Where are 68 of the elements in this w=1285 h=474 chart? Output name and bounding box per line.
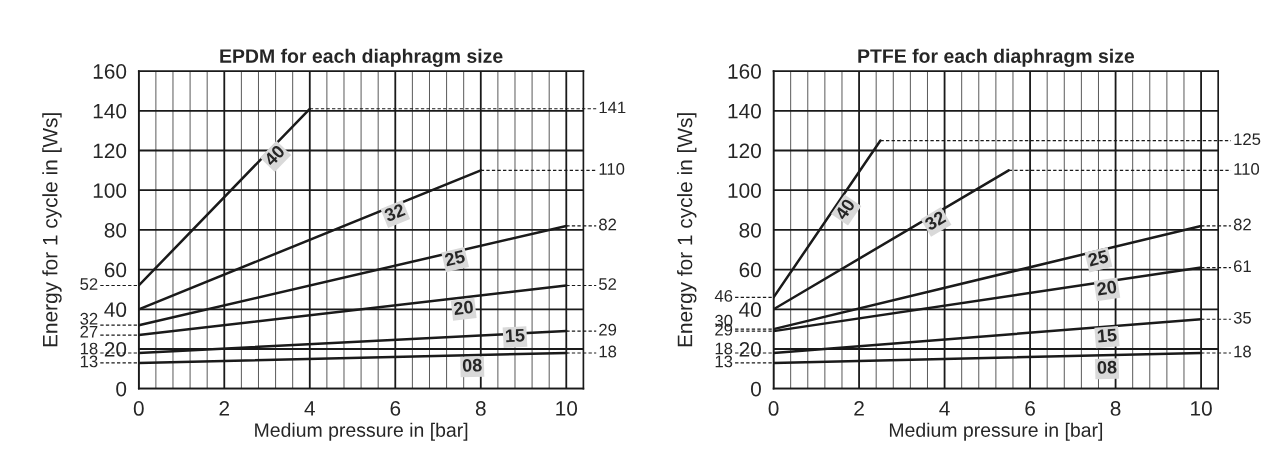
x-tick-label: 2	[854, 401, 864, 416]
annotation: 40	[263, 144, 286, 167]
data-label: 32	[80, 312, 98, 325]
data-label: 18	[80, 342, 98, 355]
x-tick-label: 6	[1025, 401, 1035, 416]
y-tick-label: 140	[728, 103, 761, 119]
annotation: 15	[505, 328, 525, 343]
data-label: 13	[715, 355, 733, 368]
y-tick-label: 20	[739, 341, 761, 357]
annotation: 32	[383, 203, 406, 223]
x-tick-label: 2	[219, 401, 230, 416]
data-label: 52	[80, 278, 98, 290]
data-label: 13	[80, 355, 98, 368]
data-label: 125	[1234, 133, 1261, 146]
data-label: 18	[1234, 345, 1251, 358]
x-tick-label: 6	[390, 401, 401, 416]
x-tick-label: 4	[939, 401, 950, 416]
y-tick-label: 40	[739, 302, 761, 318]
x-tick-label: 10	[1191, 401, 1212, 416]
data-label: 46	[714, 290, 733, 302]
data-label: 82	[1233, 218, 1251, 231]
x-tick-label: 10	[556, 401, 578, 416]
data-label: 29	[599, 323, 617, 336]
y-tick-label: 40	[104, 302, 127, 318]
annotation: 08	[1097, 360, 1117, 374]
y-tick-label: 120	[728, 143, 761, 159]
data-label: 110	[599, 163, 625, 175]
y-tick-label: 0	[750, 381, 761, 397]
y-axis-title: Energy for 1 cycle in [Ws]	[42, 113, 62, 347]
data-label: 141	[599, 101, 626, 114]
y-tick-label: 0	[116, 381, 127, 397]
y-tick-label: 20	[104, 341, 127, 357]
y-tick-label: 100	[728, 183, 761, 198]
annotation: 40	[834, 197, 856, 221]
annotation: 20	[1096, 280, 1117, 296]
data-label: 18	[715, 342, 733, 355]
y-tick-label: 80	[104, 222, 127, 238]
annotation: 20	[453, 300, 474, 316]
data-label: 82	[599, 218, 617, 231]
data-label: 61	[1233, 260, 1251, 273]
x-tick-label: 8	[1110, 401, 1121, 416]
annotation: 25	[1087, 249, 1109, 267]
x-tick-label: 0	[768, 401, 779, 416]
y-tick-label: 100	[93, 183, 127, 198]
data-label: 35	[1233, 311, 1251, 324]
x-tick-label: 0	[133, 401, 144, 416]
x-axis-title: Medium pressure in [bar]	[255, 422, 468, 441]
data-label: 18	[599, 345, 617, 358]
y-tick-label: 160	[728, 64, 761, 79]
data-label: 27	[80, 325, 98, 338]
x-tick-label: 8	[475, 401, 486, 416]
annotation: 15	[1097, 328, 1117, 343]
y-tick-label: 80	[739, 222, 761, 238]
data-label: 52	[599, 278, 617, 290]
chart-title: PTFE for each diaphragm size	[858, 48, 1135, 67]
y-axis-title: Energy for 1 cycle in [Ws]	[677, 113, 697, 347]
y-tick-label: 60	[104, 262, 127, 278]
x-axis-title: Medium pressure in [bar]	[889, 422, 1103, 441]
y-tick-label: 120	[93, 143, 127, 159]
annotation: 08	[462, 358, 482, 372]
data-label: 110	[1234, 163, 1260, 175]
chart-title: EPDM for each diaphragm size	[220, 48, 503, 67]
y-tick-label: 60	[739, 262, 761, 278]
y-tick-label: 140	[93, 103, 127, 119]
y-tick-label: 160	[93, 64, 127, 79]
x-tick-label: 4	[304, 401, 315, 416]
annotation: 32	[923, 210, 947, 232]
annotation: 25	[444, 249, 466, 267]
